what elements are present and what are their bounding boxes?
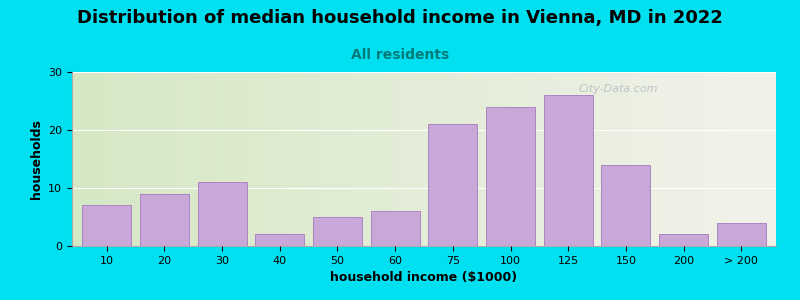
Y-axis label: households: households	[30, 119, 42, 199]
Bar	[140, 194, 189, 246]
Bar	[544, 95, 593, 246]
Bar	[602, 165, 650, 246]
Bar	[255, 234, 304, 246]
Bar	[198, 182, 246, 246]
Bar	[82, 206, 131, 246]
Bar	[370, 211, 420, 246]
Text: All residents: All residents	[351, 48, 449, 62]
X-axis label: household income ($1000): household income ($1000)	[330, 271, 518, 284]
Text: Distribution of median household income in Vienna, MD in 2022: Distribution of median household income …	[77, 9, 723, 27]
Bar	[428, 124, 478, 246]
Bar	[659, 234, 708, 246]
Bar	[313, 217, 362, 246]
Text: City-Data.com: City-Data.com	[579, 84, 658, 94]
Bar	[486, 107, 535, 246]
Bar	[717, 223, 766, 246]
